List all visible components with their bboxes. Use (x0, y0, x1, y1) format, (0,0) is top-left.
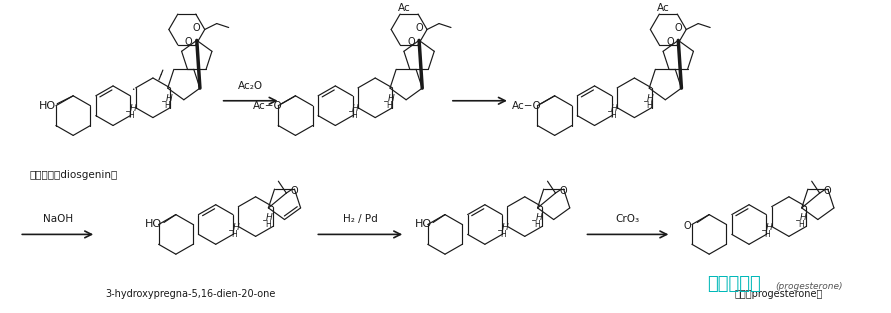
Text: H: H (611, 104, 617, 113)
Text: ̅H: ̅H (648, 101, 653, 110)
Text: H: H (647, 94, 654, 103)
Text: H₂ / Pd: H₂ / Pd (343, 214, 378, 224)
Text: O: O (407, 37, 415, 47)
Text: H: H (765, 223, 772, 232)
Text: Ac−O: Ac−O (253, 101, 282, 111)
Text: NaOH: NaOH (43, 214, 73, 224)
Text: O: O (824, 186, 831, 196)
Text: Ac: Ac (657, 3, 670, 13)
Text: O: O (193, 23, 200, 33)
Text: ̅H: ̅H (611, 111, 617, 120)
Text: 薇蠶皮苷（diosgenin）: 薇蠶皮苷（diosgenin） (29, 170, 118, 180)
Text: O: O (185, 37, 192, 47)
Text: 孕酮（progesterone）: 孕酮（progesterone） (735, 289, 823, 299)
Text: ̅H: ̅H (130, 111, 135, 120)
Text: H: H (502, 223, 508, 232)
Text: H: H (233, 223, 239, 232)
Text: Ac−O: Ac−O (511, 101, 542, 111)
Text: H: H (388, 94, 395, 103)
Text: CrO₃: CrO₃ (616, 214, 640, 224)
Text: ̅H: ̅H (266, 220, 273, 229)
Text: ̅H: ̅H (388, 101, 394, 110)
Text: ̅H: ̅H (535, 220, 542, 229)
Text: H: H (129, 104, 136, 113)
Text: O: O (415, 23, 423, 33)
Text: 3-hydroxypregna-5,16-dien-20-one: 3-hydroxypregna-5,16-dien-20-one (106, 289, 276, 299)
Text: •: • (131, 87, 135, 92)
Text: H: H (535, 213, 542, 222)
Text: HO: HO (414, 219, 431, 229)
Text: ̅H: ̅H (353, 111, 358, 120)
Text: O: O (674, 23, 683, 33)
Text: H: H (352, 104, 359, 113)
Text: ̅H: ̅H (502, 230, 508, 239)
Text: O: O (290, 186, 298, 196)
Text: Ac₂O: Ac₂O (238, 81, 263, 91)
Text: O: O (683, 222, 691, 232)
Text: HO: HO (145, 219, 162, 229)
Text: •: • (159, 74, 162, 78)
Text: ̅H: ̅H (766, 230, 772, 239)
Text: O: O (560, 186, 568, 196)
Text: ̅H: ̅H (166, 101, 172, 110)
Text: O: O (666, 37, 674, 47)
Text: (progesterone): (progesterone) (775, 282, 843, 291)
Text: H: H (166, 94, 172, 103)
Text: ̅H: ̅H (800, 220, 805, 229)
Text: 热爱收录库: 热爱收录库 (707, 275, 761, 293)
Text: H: H (266, 213, 273, 222)
Text: H: H (799, 213, 806, 222)
Text: ̅H: ̅H (233, 230, 239, 239)
Text: HO: HO (38, 101, 56, 111)
Text: Ac: Ac (397, 3, 411, 13)
